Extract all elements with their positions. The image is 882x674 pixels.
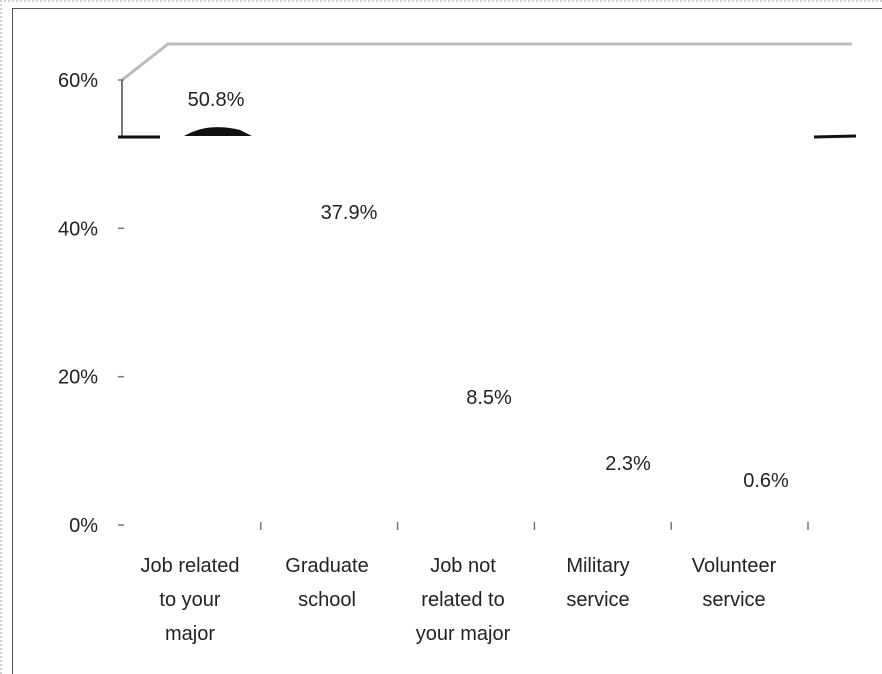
y-tick-labels: 0% 20% 40% 60% <box>58 70 98 537</box>
wall-top-edge <box>121 42 852 82</box>
x-category-line: related to <box>421 589 504 611</box>
x-category-line: school <box>298 589 356 611</box>
bar <box>153 148 228 525</box>
bar <box>563 508 638 525</box>
x-category-line: Volunteer <box>692 555 777 577</box>
bar <box>290 244 365 525</box>
x-category-line: Job related <box>141 555 240 577</box>
category-labels: Job related to your major Graduate school Job… <box>141 555 777 645</box>
data-labels: 50.8% 37.9% 8.5% 2.3% 0.6% <box>188 89 789 492</box>
x-category-line: Graduate <box>285 555 368 577</box>
x-category-label: Job not related to your major <box>416 555 511 645</box>
x-axis <box>260 522 809 530</box>
data-label: 2.3% <box>605 453 651 475</box>
chart-panel <box>12 8 882 674</box>
baseline-artifact <box>813 134 857 139</box>
bars-group <box>118 127 857 525</box>
x-category-line: your major <box>416 623 511 645</box>
x-category-label: Volunteer service <box>692 555 777 611</box>
bar-top-artifact <box>184 127 252 136</box>
y-tick-label: 60% <box>58 70 98 92</box>
bar <box>700 521 775 525</box>
y-tick-label: 0% <box>69 515 98 537</box>
x-category-line: service <box>702 589 765 611</box>
x-category-label: Graduate school <box>285 555 368 611</box>
x-category-line: to your <box>159 589 220 611</box>
y-tick-label: 20% <box>58 367 98 389</box>
x-category-line: Military <box>566 555 629 577</box>
x-category-line: service <box>566 589 629 611</box>
x-category-line: major <box>165 623 215 645</box>
data-label: 37.9% <box>321 202 378 224</box>
x-category-label: Military service <box>566 555 629 611</box>
x-category-label: Job related to your major <box>141 555 240 645</box>
bar <box>426 462 501 525</box>
data-label: 8.5% <box>466 387 512 409</box>
y-axis <box>118 79 124 526</box>
data-label: 0.6% <box>743 470 789 492</box>
data-label: 50.8% <box>188 89 245 111</box>
chart-back-wall <box>121 42 852 82</box>
y-tick-label: 40% <box>58 218 98 240</box>
x-category-line: Job not <box>430 555 496 577</box>
